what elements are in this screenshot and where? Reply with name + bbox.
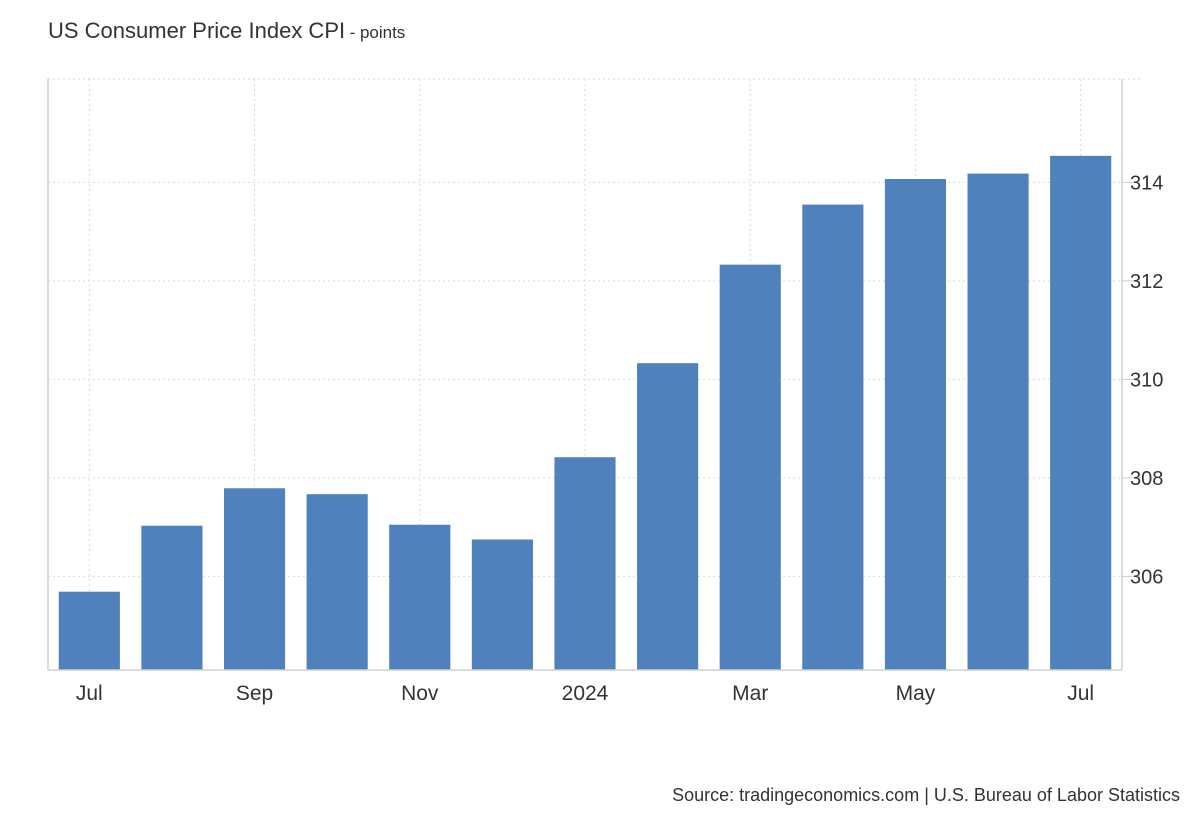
y-tick-label: 308 bbox=[1130, 468, 1163, 490]
chart-unit-label: - points bbox=[349, 23, 406, 42]
bar-9 bbox=[802, 204, 864, 670]
chart-title: US Consumer Price Index CPI bbox=[48, 18, 346, 43]
x-tick-label: Jul bbox=[76, 682, 103, 705]
x-tick-label: Mar bbox=[732, 682, 768, 705]
x-tick-label: May bbox=[896, 682, 936, 705]
label-layer: 306 308 310 312 314 Jul Sep Nov 2024 Mar May Jul bbox=[76, 172, 1163, 705]
bar-0 bbox=[58, 591, 120, 670]
x-tick-label: Jul bbox=[1067, 682, 1094, 705]
bar-7 bbox=[637, 363, 699, 670]
source-attribution: Source: tradingeconomics.com | U.S. Bure… bbox=[672, 785, 1180, 805]
bar-10 bbox=[884, 178, 947, 671]
bar-11 bbox=[967, 173, 1029, 670]
x-tick-label: 2024 bbox=[562, 682, 609, 705]
bar-2 bbox=[223, 488, 286, 670]
chart-header: US Consumer Price Index CPI - points bbox=[48, 18, 405, 44]
bar-layer bbox=[58, 155, 1112, 671]
bar-8 bbox=[719, 264, 781, 670]
x-tick-label: Nov bbox=[401, 682, 439, 705]
x-tick-label: Sep bbox=[236, 682, 273, 705]
bar-6 bbox=[554, 457, 616, 670]
bar-12 bbox=[1050, 155, 1112, 670]
bar-4 bbox=[389, 524, 451, 670]
y-tick-label: 314 bbox=[1130, 172, 1163, 194]
bar-1 bbox=[141, 525, 203, 670]
bar-5 bbox=[471, 539, 533, 670]
y-tick-label: 310 bbox=[1130, 369, 1163, 391]
y-tick-label: 312 bbox=[1130, 271, 1163, 293]
axis-layer bbox=[47, 79, 1140, 671]
bar-3 bbox=[306, 494, 368, 670]
y-tick-label: 306 bbox=[1130, 566, 1163, 588]
